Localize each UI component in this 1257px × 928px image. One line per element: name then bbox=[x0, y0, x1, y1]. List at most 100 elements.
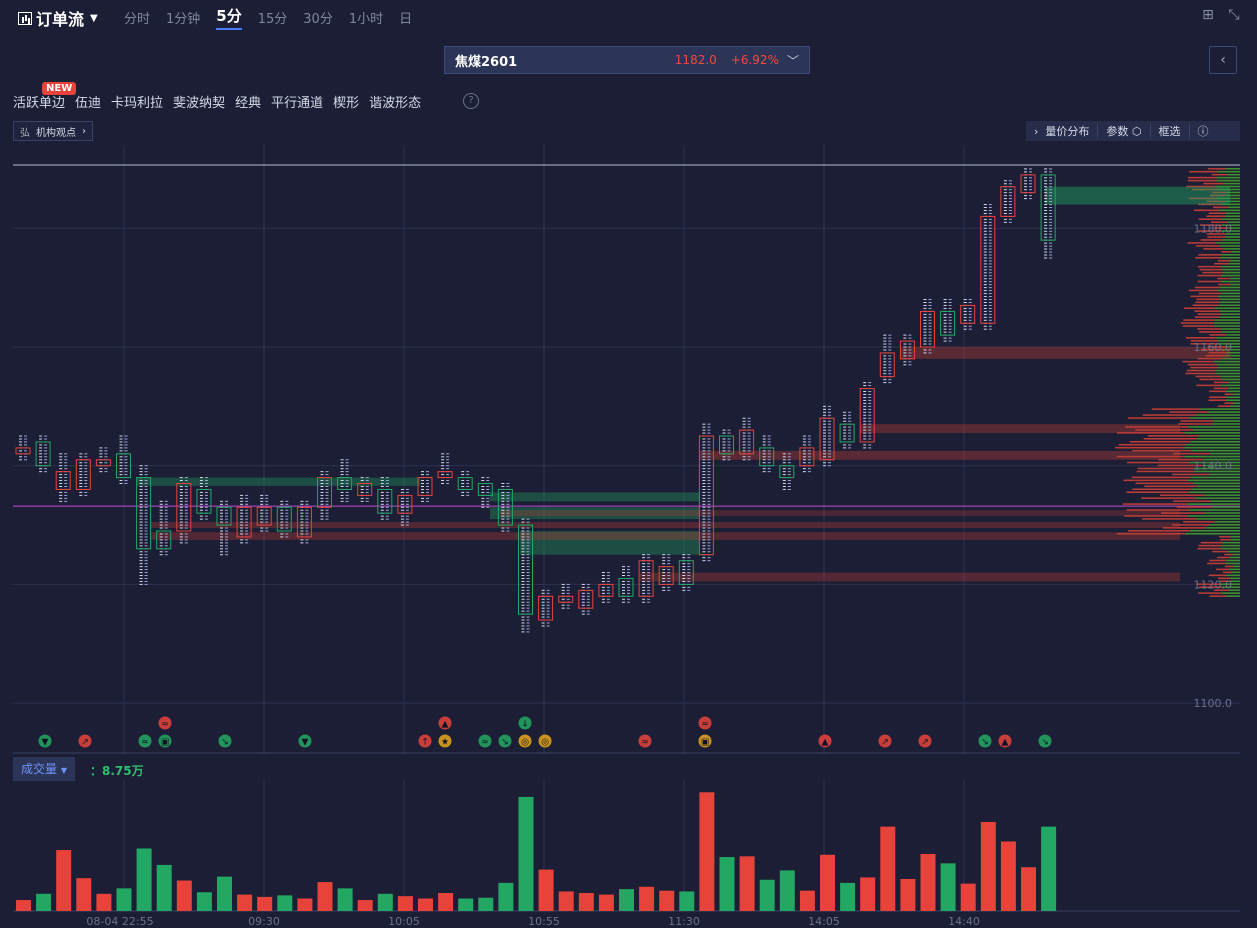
tab-period-30min[interactable]: 30分 bbox=[303, 12, 333, 27]
profile-bar-sell bbox=[1200, 541, 1223, 544]
volume-bar bbox=[900, 878, 916, 911]
signal-marker-glyph: ≈ bbox=[701, 720, 709, 730]
profile-bar-buy bbox=[1222, 239, 1240, 241]
order-flow-zone bbox=[1045, 186, 1230, 205]
help-button[interactable]: ⓘ bbox=[1190, 123, 1217, 139]
institution-view-button[interactable]: 弘 机构观点 › bbox=[13, 121, 93, 141]
candle bbox=[799, 435, 815, 473]
profile-bar-buy bbox=[1188, 426, 1240, 428]
indicator-woodie[interactable]: 伍迪 bbox=[75, 96, 102, 111]
candle bbox=[55, 453, 71, 502]
candle-body bbox=[1000, 186, 1016, 217]
indicator-active-single-side[interactable]: 活跃单边 bbox=[13, 96, 66, 111]
order-flow-zone bbox=[860, 424, 1180, 434]
profile-bar-buy bbox=[1217, 340, 1240, 342]
profile-bar-sell bbox=[1186, 369, 1217, 372]
profile-bar-sell bbox=[1194, 316, 1220, 318]
tab-period-1hour[interactable]: 1小时 bbox=[348, 12, 384, 27]
profile-bar-sell bbox=[1129, 440, 1191, 443]
profile-bar-sell bbox=[1135, 482, 1193, 485]
window-controls: ⊞ ⤡ bbox=[1201, 8, 1241, 22]
profile-bar-buy bbox=[1188, 509, 1240, 511]
volume-chart[interactable]: 08-04 22:55 09:30 10:05 10:55 11:30 14:05 14:4… bbox=[0, 780, 1257, 928]
profile-bar-buy bbox=[1219, 256, 1240, 259]
candle bbox=[598, 572, 614, 603]
profile-bar-buy bbox=[1225, 351, 1240, 354]
layout-grid-icon[interactable]: ⊞ bbox=[1202, 7, 1214, 23]
profile-bar-sell bbox=[1135, 429, 1193, 431]
profile-bar-buy bbox=[1230, 259, 1240, 262]
volume-bar bbox=[438, 893, 454, 911]
indicator-wedge[interactable]: 楔形 bbox=[333, 96, 360, 111]
profile-bar-sell bbox=[1196, 384, 1221, 387]
tab-period-1min[interactable]: 1分钟 bbox=[166, 12, 201, 27]
candle bbox=[1020, 168, 1036, 200]
symbol-selector[interactable]: 焦煤2601 1182.0 +6.92% ﹀ bbox=[444, 46, 810, 74]
profile-bar-buy bbox=[1221, 592, 1240, 594]
profile-bar-sell bbox=[1195, 286, 1220, 289]
indicator-classic[interactable]: 经典 bbox=[235, 96, 262, 111]
profile-bar-buy bbox=[1226, 194, 1240, 197]
indicator-camarilla[interactable]: 卡玛利拉 bbox=[111, 96, 164, 111]
profile-bar-sell bbox=[1176, 506, 1212, 508]
candle-body bbox=[35, 441, 51, 467]
caret-down-icon: ▼ bbox=[90, 12, 98, 24]
profile-bar-buy bbox=[1230, 577, 1240, 580]
profile-bar-buy bbox=[1230, 580, 1240, 583]
volume-profile bbox=[1115, 167, 1240, 597]
profile-bar-buy bbox=[1225, 200, 1240, 203]
order-flow-zone bbox=[150, 522, 1180, 529]
profile-bar-sell bbox=[1217, 259, 1231, 262]
indicator-parallel-channel[interactable]: 平行通道 bbox=[271, 96, 324, 111]
signal-marker-icon bbox=[818, 734, 832, 748]
profile-bar-buy bbox=[1219, 286, 1240, 289]
order-flow-zone bbox=[500, 510, 1180, 517]
candle-body bbox=[417, 477, 433, 496]
volume-bar bbox=[116, 888, 132, 911]
tab-period-15min[interactable]: 15分 bbox=[257, 12, 288, 27]
profile-bar-buy bbox=[1198, 435, 1240, 437]
candle-body bbox=[598, 583, 614, 597]
candle bbox=[417, 471, 433, 502]
shrink-icon[interactable]: ⤡ bbox=[1228, 7, 1240, 23]
tab-period-day[interactable]: 日 bbox=[399, 12, 413, 27]
profile-bar-sell bbox=[1217, 577, 1231, 580]
profile-bar-sell bbox=[1224, 553, 1233, 556]
profile-bar-sell bbox=[1212, 191, 1228, 194]
candle bbox=[839, 411, 855, 449]
candle-body bbox=[437, 471, 453, 479]
candle-body bbox=[497, 488, 513, 526]
tab-period-5min[interactable]: 5分 bbox=[216, 5, 242, 30]
candle bbox=[558, 583, 574, 609]
candle-body bbox=[538, 595, 554, 621]
candle bbox=[1040, 168, 1056, 259]
app-title-dropdown[interactable]: 订单流 ▼ bbox=[18, 6, 98, 30]
profile-bar-sell bbox=[1209, 390, 1227, 393]
period-tabs: 分时 1分钟 5分 15分 30分 1小时 日 bbox=[124, 5, 428, 30]
profile-bar-buy bbox=[1216, 179, 1240, 182]
profile-bar-buy bbox=[1187, 515, 1240, 517]
collapse-panel-button[interactable]: ‹ bbox=[1209, 46, 1237, 74]
help-icon[interactable]: ? bbox=[463, 93, 479, 109]
candle bbox=[95, 447, 111, 473]
volume-bar bbox=[1021, 867, 1036, 911]
profile-bar-sell bbox=[1143, 438, 1197, 440]
volume-indicator-selector[interactable]: 成交量 ▼ bbox=[13, 757, 75, 781]
chevron-right-icon: › bbox=[1034, 125, 1039, 138]
price-chart[interactable]: 1180.0 1160.0 1140.0 1120.0 1100.0 ▼ ↗ ≈ ▣ ↘ ▼ ↑ ★ ≈ ↘… bbox=[0, 145, 1257, 755]
price-axis-label: 1160.0 bbox=[1194, 341, 1233, 354]
indicator-harmonic[interactable]: 谐波形态 bbox=[369, 96, 422, 111]
profile-bar-sell bbox=[1125, 426, 1189, 428]
profile-bar-sell bbox=[1211, 221, 1228, 223]
profile-bar-buy bbox=[1191, 449, 1240, 452]
params-button[interactable]: 参数 ⬡ bbox=[1098, 123, 1151, 139]
profile-bar-buy bbox=[1191, 488, 1240, 491]
profile-bar-buy bbox=[1219, 310, 1240, 312]
profile-bar-buy bbox=[1227, 206, 1240, 209]
indicator-fibonacci[interactable]: 斐波纳契 bbox=[173, 96, 226, 111]
profile-bar-buy bbox=[1217, 343, 1240, 345]
candle-body bbox=[95, 459, 111, 467]
tab-period-timeshare[interactable]: 分时 bbox=[124, 12, 151, 27]
volume-profile-button[interactable]: › 量价分布 bbox=[1026, 123, 1099, 139]
box-select-button[interactable]: 框选 bbox=[1151, 123, 1190, 139]
